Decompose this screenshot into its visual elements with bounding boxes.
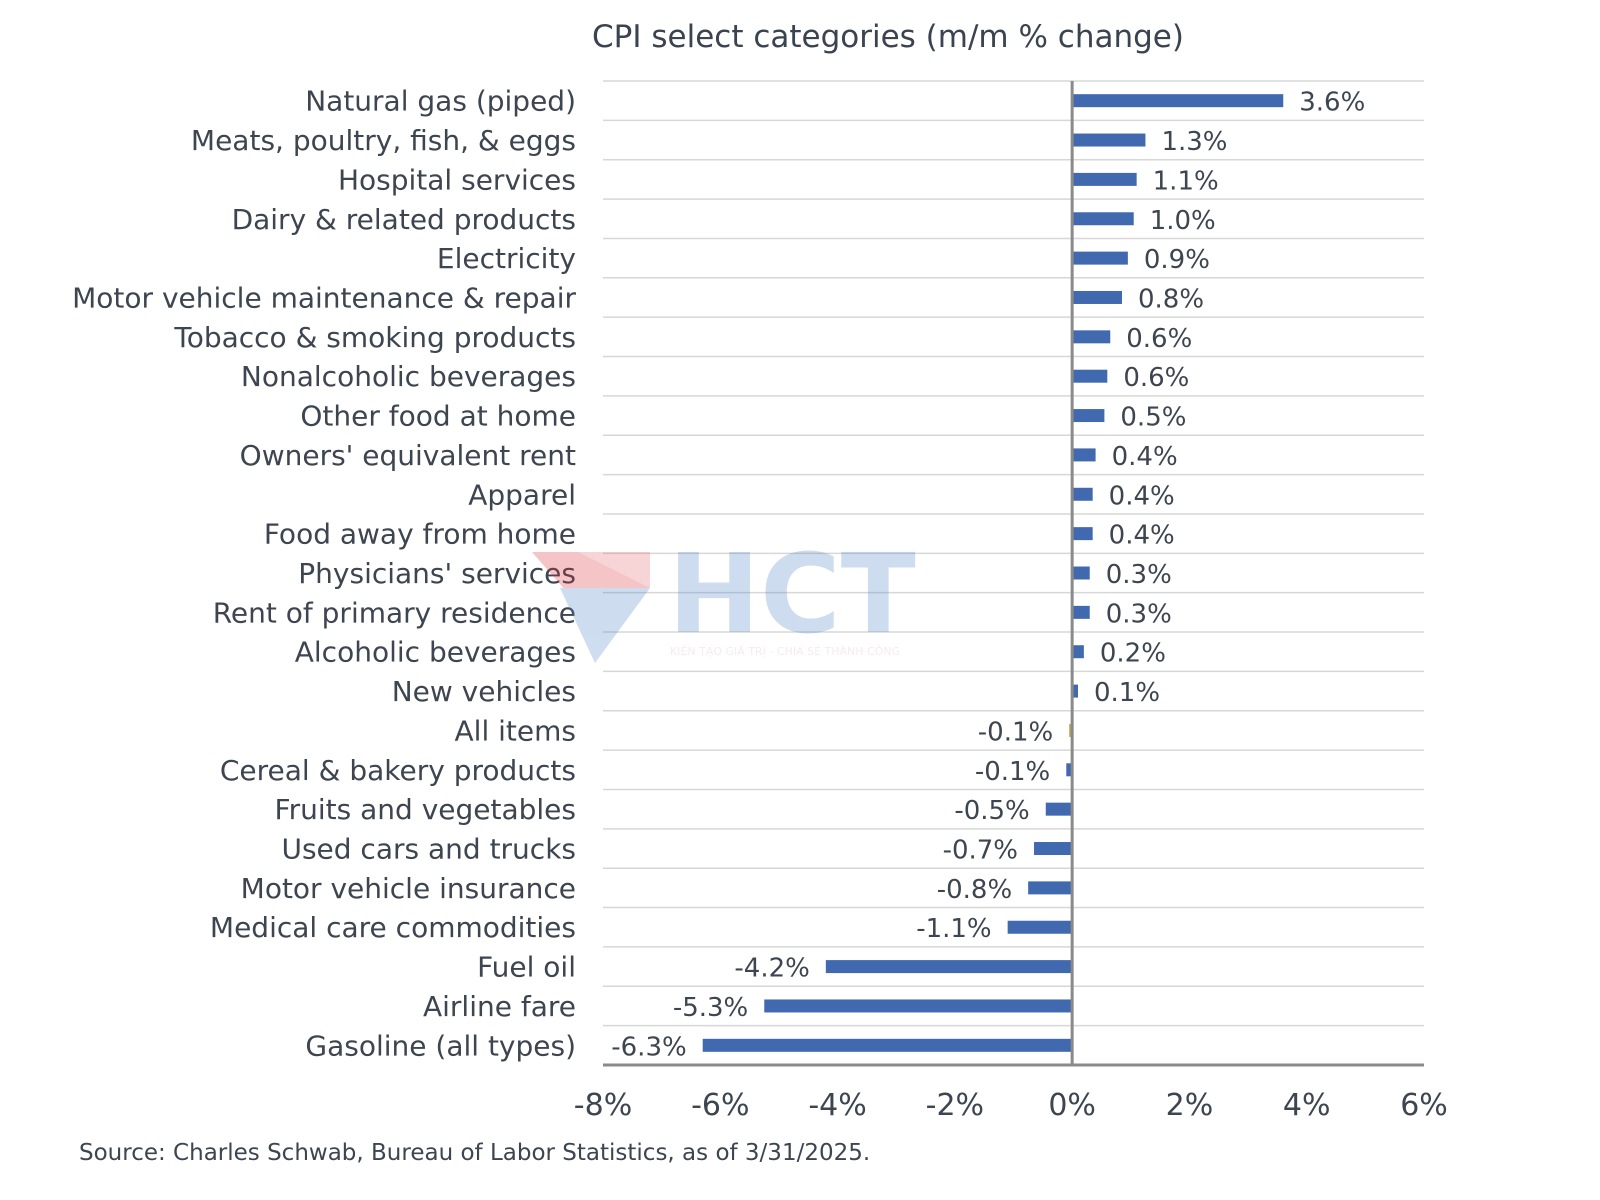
category-label: Meats, poultry, fish, & eggs (191, 124, 576, 157)
watermark-tagline: KIẾN TẠO GIÁ TRỊ - CHIA SẺ THÀNH CÔNG (670, 644, 900, 658)
x-tick-label: -4% (808, 1088, 866, 1123)
value-label: -1.1% (916, 914, 991, 944)
x-tick-labels: -8% -6% -4% -2% 0% 2% 4% 6% (574, 1088, 1448, 1123)
category-label: Rent of primary residence (213, 596, 576, 629)
value-label: 0.8% (1138, 284, 1204, 314)
category-label: Medical care commodities (210, 911, 576, 944)
value-label: 0.3% (1106, 560, 1172, 590)
bar (764, 999, 1073, 1013)
bar (1007, 920, 1073, 934)
value-label: 0.2% (1100, 639, 1166, 669)
value-label: 0.5% (1120, 403, 1186, 433)
bar (1072, 330, 1111, 344)
gridlines (603, 80, 1424, 1066)
value-label: 0.6% (1126, 324, 1192, 354)
bar (1072, 290, 1122, 304)
x-tick-label: -8% (574, 1088, 632, 1123)
value-label: -4.2% (734, 954, 809, 984)
value-label: 3.6% (1299, 88, 1365, 118)
category-label: Motor vehicle insurance (241, 872, 576, 905)
category-label: Gasoline (all types) (305, 1029, 576, 1062)
value-label: 0.4% (1109, 481, 1175, 511)
bar (1072, 605, 1090, 619)
category-label: Other food at home (300, 400, 576, 433)
watermark-logo-text: HCT (668, 530, 916, 658)
category-label: Natural gas (piped) (305, 85, 576, 118)
category-label: Tobacco & smoking products (173, 321, 576, 354)
bars (702, 94, 1284, 1052)
bar (825, 960, 1073, 974)
bar (1072, 527, 1093, 541)
value-label: -0.7% (943, 836, 1018, 866)
value-label: -5.3% (673, 993, 748, 1023)
bar (1066, 763, 1073, 777)
category-label: Dairy & related products (232, 203, 576, 236)
bar (1072, 566, 1090, 580)
value-labels: 3.6% 1.3% 1.1% 1.0% 0.9% 0.8% 0.6% 0.6% 0.5% 0.4%… (611, 88, 1365, 1063)
axes (603, 81, 1424, 1067)
category-label: Used cars and trucks (281, 833, 576, 866)
category-label: New vehicles (392, 675, 576, 708)
category-label: Fruits and vegetables (275, 793, 576, 826)
category-label: Electricity (437, 242, 576, 275)
chart-title: CPI select categories (m/m % change) (592, 19, 1184, 55)
category-label: Fuel oil (477, 951, 576, 984)
bar (702, 1038, 1073, 1052)
bar (1072, 369, 1108, 383)
category-label: Cereal & bakery products (220, 754, 576, 787)
bar (1072, 251, 1128, 265)
value-label: 1.1% (1153, 166, 1219, 196)
x-tick-label: 2% (1166, 1088, 1214, 1123)
bar (1072, 133, 1146, 147)
category-label: Alcoholic beverages (295, 636, 576, 669)
category-label: Nonalcoholic beverages (241, 360, 576, 393)
source-note: Source: Charles Schwab, Bureau of Labor … (79, 1140, 870, 1166)
value-label: -0.5% (954, 796, 1029, 826)
x-tick-label: 6% (1400, 1088, 1448, 1123)
bar (1072, 684, 1079, 698)
category-label: Apparel (468, 478, 576, 511)
category-label: Owners' equivalent rent (240, 439, 576, 472)
category-label: Hospital services (338, 163, 576, 196)
x-tick-label: 4% (1283, 1088, 1331, 1123)
category-labels: Natural gas (piped) Meats, poultry, fish,… (72, 85, 576, 1063)
x-tick-label: -2% (926, 1088, 984, 1123)
value-label: 0.1% (1094, 678, 1160, 708)
value-label: 0.4% (1112, 442, 1178, 472)
category-label: Motor vehicle maintenance & repair (72, 281, 576, 314)
category-label: Food away from home (264, 518, 576, 551)
watermark-logo: HCT KIẾN TẠO GIÁ TRỊ - CHIA SẺ THÀNH CÔN… (532, 530, 916, 663)
bar (1045, 802, 1073, 816)
category-label: Airline fare (423, 990, 576, 1023)
bar (1072, 212, 1134, 226)
value-label: -0.8% (937, 875, 1012, 905)
bar (1072, 487, 1093, 501)
value-label: -0.1% (975, 757, 1050, 787)
value-label: 0.4% (1109, 521, 1175, 551)
bar (1072, 645, 1084, 659)
bar (1028, 881, 1073, 895)
category-label: All items (455, 714, 576, 747)
value-label: -0.1% (978, 717, 1053, 747)
value-label: 1.0% (1150, 206, 1216, 236)
value-label: 0.9% (1144, 245, 1210, 275)
value-label: 1.3% (1161, 127, 1227, 157)
category-label: Physicians' services (298, 557, 576, 590)
x-tick-label: -6% (691, 1088, 749, 1123)
bar (1072, 172, 1137, 186)
bar (1072, 94, 1284, 108)
bar (1072, 409, 1105, 423)
bar (1034, 842, 1073, 856)
bar (1072, 448, 1096, 462)
x-tick-label: 0% (1048, 1088, 1096, 1123)
value-label: 0.6% (1123, 363, 1189, 393)
value-label: -6.3% (611, 1032, 686, 1062)
value-label: 0.3% (1106, 599, 1172, 629)
